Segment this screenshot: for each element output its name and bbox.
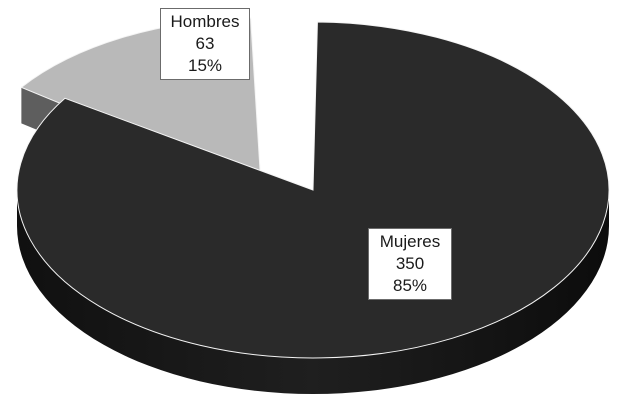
data-label-hombres-percent: 15% [187,56,223,75]
pie-slice-mujeres-top [16,21,610,359]
data-label-hombres-value: 63 [195,34,215,53]
pie-slice-mujeres [16,21,610,394]
data-label-mujeres-name: Mujeres [379,232,441,251]
data-label-mujeres-percent: 85% [392,276,428,295]
data-label-mujeres: Mujeres 350 85% [368,228,452,300]
data-label-mujeres-value: 350 [395,254,425,273]
pie-slice-mujeres-side [17,190,609,394]
data-label-hombres: Hombres 63 15% [160,8,250,80]
data-label-hombres-name: Hombres [170,12,240,31]
